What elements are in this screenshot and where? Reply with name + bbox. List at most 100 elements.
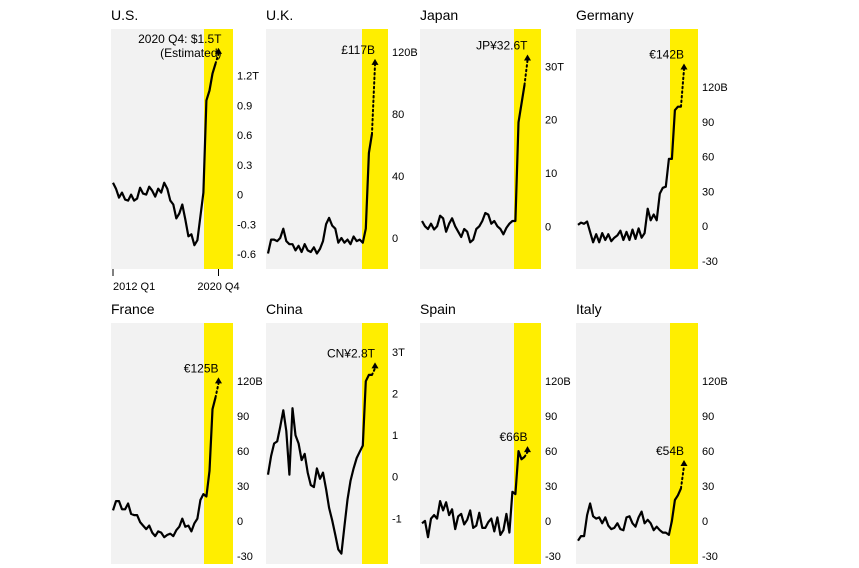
panel-3: Germany 120B 90 60 30 0 -30 €142B — [576, 7, 728, 269]
series-line — [577, 487, 683, 542]
y-tick-label: 0 — [392, 472, 398, 484]
y-tick-label: 0.6 — [237, 130, 252, 142]
y-tick-label: -0.3 — [237, 219, 256, 231]
estimate-label: €125B — [184, 361, 219, 375]
y-tick-label: 1 — [392, 430, 398, 442]
panel-0: U.S. 1.2T 0.9 0.6 0.3 0 -0.3 -0.6 2020 Q4: $1.5T… — [111, 7, 259, 293]
chart-title: U.K. — [266, 7, 293, 23]
estimate-dotted-line — [679, 68, 685, 108]
y-tick-label: 120B — [237, 376, 263, 388]
panel-2: Japan 30T 20 10 0 JP¥32.6T — [420, 7, 564, 269]
y-tick-label: 60 — [545, 446, 557, 458]
chart-title: U.S. — [111, 7, 138, 23]
chart-title: China — [266, 301, 303, 317]
chart-title: Japan — [420, 7, 458, 23]
estimate-label: €66B — [499, 430, 527, 444]
y-tick-label: 120B — [702, 376, 728, 388]
y-tick-label: 0 — [237, 516, 243, 528]
y-tick-label: 30 — [702, 481, 714, 493]
y-tick-label: -1 — [392, 513, 402, 525]
series-line — [421, 84, 526, 244]
y-tick-label: 0.3 — [237, 160, 252, 172]
series-line — [112, 63, 217, 247]
chart-title: Spain — [420, 301, 456, 317]
y-tick-label: -30 — [237, 551, 253, 563]
y-tick-label: 2 — [392, 389, 398, 401]
series-line — [577, 105, 681, 244]
series-line — [111, 397, 217, 539]
estimate-dotted-line — [370, 63, 376, 136]
estimate-label: €54B — [656, 444, 684, 458]
estimate-dotted-line — [679, 465, 685, 490]
series-line — [266, 134, 373, 255]
estimate-arrowhead — [524, 446, 531, 453]
y-tick-label: -30 — [702, 551, 718, 563]
y-tick-label: 0 — [392, 233, 398, 245]
y-tick-label: 0 — [702, 516, 708, 528]
estimate-arrowhead — [680, 63, 688, 70]
panel-5: China 3T 2 1 0 -1 CN¥2.8T — [266, 301, 405, 564]
y-tick-label: -30 — [702, 256, 718, 268]
estimate-arrowhead — [215, 47, 222, 54]
y-tick-label: 30T — [545, 61, 564, 73]
series-line — [266, 373, 372, 555]
estimate-highlight-band — [204, 323, 233, 564]
estimate-label: JP¥32.6T — [476, 38, 528, 52]
estimate-label-note: (Estimated) — [160, 46, 221, 60]
chart-title: Italy — [576, 301, 602, 317]
y-tick-label: 0 — [545, 221, 551, 233]
y-tick-label: 90 — [237, 411, 249, 423]
y-tick-label: 60 — [702, 446, 714, 458]
y-tick-label: 0 — [702, 221, 708, 233]
estimate-arrowhead — [680, 460, 688, 467]
y-tick-label: 120B — [392, 47, 418, 59]
y-tick-label: 3T — [392, 347, 405, 359]
y-tick-label: 120B — [702, 82, 728, 94]
y-tick-label: 1.2T — [237, 71, 259, 83]
y-tick-label: 90 — [702, 411, 714, 423]
y-tick-label: 60 — [237, 446, 249, 458]
y-tick-label: 90 — [545, 411, 557, 423]
y-tick-label: 30 — [545, 481, 557, 493]
panel-7: Italy 120B 90 60 30 0 -30 €54B — [576, 301, 728, 564]
panel-4: France 120B 90 60 30 0 -30 €125B — [111, 301, 263, 564]
y-tick-label: -0.6 — [237, 249, 256, 261]
estimate-arrowhead — [524, 54, 531, 61]
estimate-highlight-band — [514, 323, 541, 564]
estimate-label: €142B — [649, 47, 684, 61]
estimate-arrowhead — [371, 58, 379, 65]
x-tick-label: 2020 Q4 — [197, 281, 239, 293]
series-line — [421, 450, 526, 539]
y-tick-label: 40 — [392, 171, 404, 183]
estimate-label: £117B — [341, 43, 375, 57]
x-tick-label: 2012 Q1 — [113, 281, 155, 293]
y-tick-label: 30 — [237, 481, 249, 493]
estimate-dotted-line — [370, 367, 376, 376]
estimate-arrowhead — [371, 362, 379, 369]
panel-6: Spain 120B 90 60 30 0 -30 €66B — [420, 301, 571, 564]
y-tick-label: 60 — [702, 152, 714, 164]
y-tick-label: 0.9 — [237, 100, 252, 112]
estimate-label: 2020 Q4: $1.5T — [138, 32, 222, 46]
estimate-highlight-band — [670, 323, 698, 564]
y-tick-label: 90 — [702, 117, 714, 129]
estimate-dotted-line — [523, 451, 529, 458]
estimate-label: CN¥2.8T — [327, 346, 376, 360]
estimate-dotted-line — [214, 382, 220, 399]
estimate-arrowhead — [215, 377, 222, 384]
estimate-dotted-line — [214, 52, 220, 65]
estimate-highlight-band — [204, 29, 233, 269]
y-tick-label: 0 — [545, 516, 551, 528]
chart-title: France — [111, 301, 155, 317]
y-tick-label: 30 — [702, 186, 714, 198]
y-tick-label: 10 — [545, 168, 557, 180]
y-tick-label: -30 — [545, 551, 561, 563]
y-tick-label: 0 — [237, 190, 243, 202]
y-tick-label: 80 — [392, 109, 404, 121]
y-tick-label: 120B — [545, 376, 571, 388]
y-tick-label: 20 — [545, 115, 557, 127]
estimate-dotted-line — [523, 59, 529, 86]
panel-1: U.K. 120B 80 40 0 £117B — [266, 7, 418, 269]
chart-title: Germany — [576, 7, 634, 23]
